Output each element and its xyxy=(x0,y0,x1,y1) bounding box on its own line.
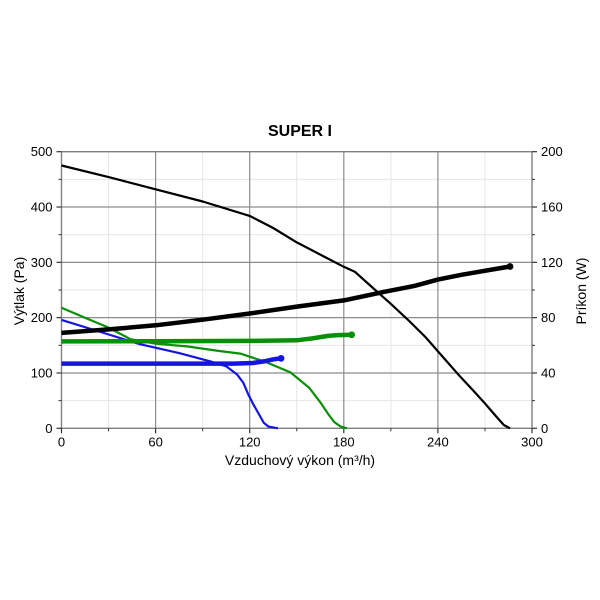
x-tick-label: 180 xyxy=(333,434,355,449)
pressure-speed-medium-curve xyxy=(61,306,348,430)
y-right-tick-label: 120 xyxy=(541,255,563,270)
power-speed-medium-endcap xyxy=(348,331,356,339)
y-left-tick-label: 0 xyxy=(45,421,52,436)
y-right-tick-label: 160 xyxy=(541,200,563,215)
y-left-tick-label: 400 xyxy=(31,200,53,215)
y-right-tick-label: 40 xyxy=(541,365,555,380)
x-tick-label: 60 xyxy=(148,434,162,449)
y-right-tick-label: 200 xyxy=(541,144,563,159)
pressure-speed-low-curve xyxy=(61,318,279,430)
x-tick-label: 240 xyxy=(427,434,449,449)
x-tick-label: 300 xyxy=(521,434,543,449)
y-right-tick-label: 0 xyxy=(541,421,548,436)
y-right-tick-label: 80 xyxy=(541,310,555,325)
chart-title: SUPER I xyxy=(267,123,332,140)
power-speed-medium-curve xyxy=(61,332,352,344)
power-speed-low-curve xyxy=(61,356,282,366)
y-left-tick-label: 300 xyxy=(31,255,53,270)
x-tick-label: 0 xyxy=(58,434,65,449)
power-speed-high-curve xyxy=(61,264,511,336)
x-tick-label: 120 xyxy=(239,434,261,449)
y-left-tick-label: 500 xyxy=(31,144,53,159)
x-axis-title: Vzduchový výkon (m³/h) xyxy=(224,452,376,468)
power-speed-high-endcap xyxy=(506,263,514,270)
power-speed-low-endcap xyxy=(277,354,285,362)
y-left-tick-label: 100 xyxy=(31,365,53,380)
pressure-speed-high-curve xyxy=(61,164,511,430)
y-left-tick-label: 200 xyxy=(31,310,53,325)
